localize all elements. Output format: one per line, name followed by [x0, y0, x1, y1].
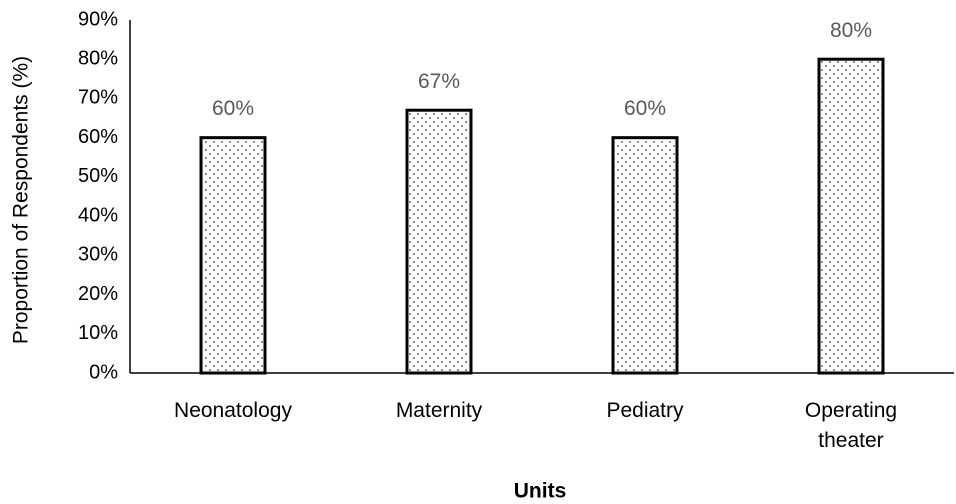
y-tick-label: 30% — [78, 244, 118, 266]
data-label: 60% — [624, 97, 666, 120]
y-tick-label: 90% — [78, 8, 118, 30]
data-label: 80% — [830, 19, 872, 42]
x-tick-label: Neonatology — [174, 399, 292, 422]
bar — [405, 108, 473, 375]
x-tick-label: Maternity — [395, 399, 483, 422]
x-axis-title: Units — [514, 480, 567, 503]
y-tick-label: 80% — [78, 48, 118, 70]
y-tick-label: 10% — [78, 322, 118, 344]
y-tick-label: 20% — [78, 283, 118, 305]
x-tick-label: Operating theater — [804, 399, 898, 452]
bar — [611, 136, 679, 375]
x-tick-label: Pediatry — [606, 399, 684, 422]
data-label: 60% — [212, 97, 254, 120]
y-tick-label: 60% — [78, 126, 118, 148]
y-tick-label: 40% — [78, 204, 118, 226]
y-axis-title: Proportion of Respondents (%) — [10, 56, 33, 344]
bar — [817, 57, 885, 375]
y-tick-label: 50% — [78, 165, 118, 187]
data-label: 67% — [418, 70, 460, 93]
y-tick-label: 70% — [78, 87, 118, 109]
y-tick-label: 0% — [89, 361, 118, 383]
bar — [199, 136, 267, 375]
